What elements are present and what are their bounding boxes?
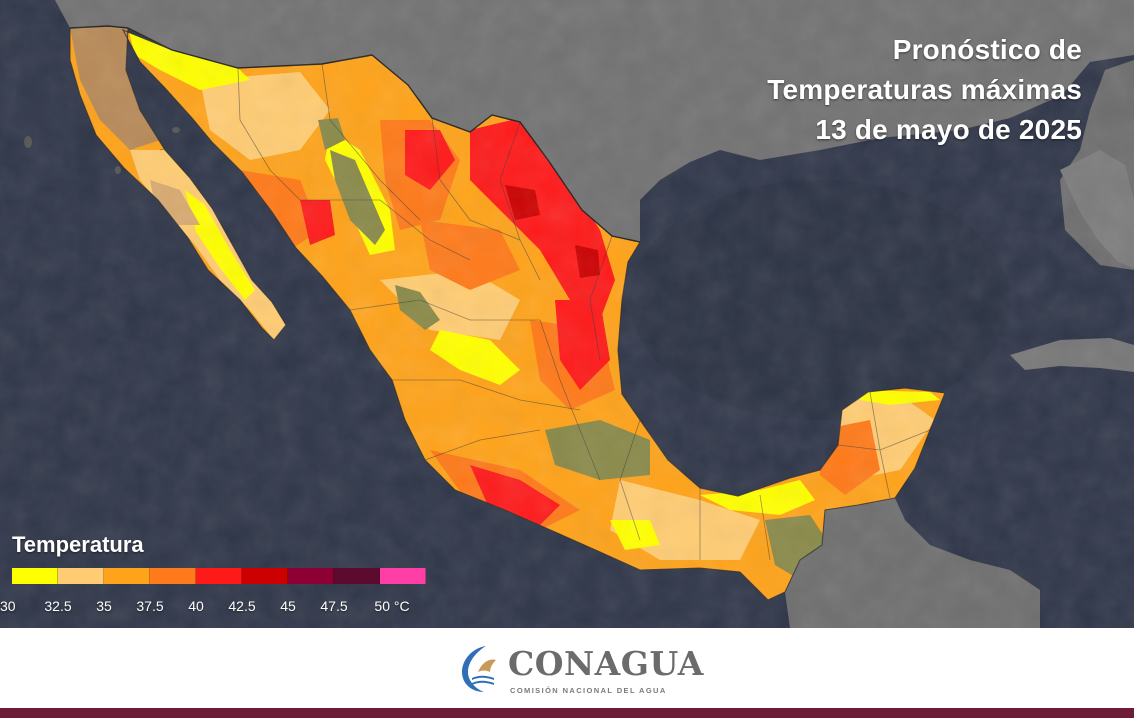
legend-tick-label: 42.5 [228,598,256,614]
legend-tick-label: 30 [0,598,16,614]
logo-subtitle: COMISIÓN NACIONAL DEL AGUA [510,686,667,695]
legend-tick-label: 40 [188,598,204,614]
legend-tick-label: 47.5 [320,598,348,614]
map-title-date: 13 de mayo de 2025 [815,114,1082,145]
legend-title: Temperatura [12,532,144,557]
legend-tick-label: 45 [280,598,296,614]
logo-wordmark: CONAGUA [508,644,704,683]
bottom-accent-bar [0,708,1134,718]
conagua-logo-icon [462,646,496,692]
forecast-map: Pronóstico de Temperaturas máximas 13 de… [0,0,1134,628]
legend-tick-label: 35 [96,598,112,614]
legend-swatch [150,568,196,584]
legend-swatch [288,568,334,584]
footer: CONAGUA COMISIÓN NACIONAL DEL AGUA [0,628,1134,708]
map-canvas [0,0,1134,628]
legend-swatch [58,568,104,584]
conagua-logo: CONAGUA COMISIÓN NACIONAL DEL AGUA [456,638,703,702]
legend-tick-label: 37.5 [136,598,164,614]
map-title-line-2: Temperaturas máximas [767,74,1082,105]
legend-tick-label: 32.5 [44,598,72,614]
legend-swatch [334,568,380,584]
legend-swatch [242,568,288,584]
legend-swatch [196,568,242,584]
legend-swatch [104,568,150,584]
temperature-legend: Temperatura 30 32.5 35 37.5 40 42.5 45 47.5 50 °… [0,528,440,620]
map-title-line-1: Pronóstico de [892,34,1082,65]
legend-tick-label: 50 °C [374,598,410,614]
legend-swatch [12,568,58,584]
legend-swatch [380,568,426,584]
legend-color-bar [12,568,426,584]
